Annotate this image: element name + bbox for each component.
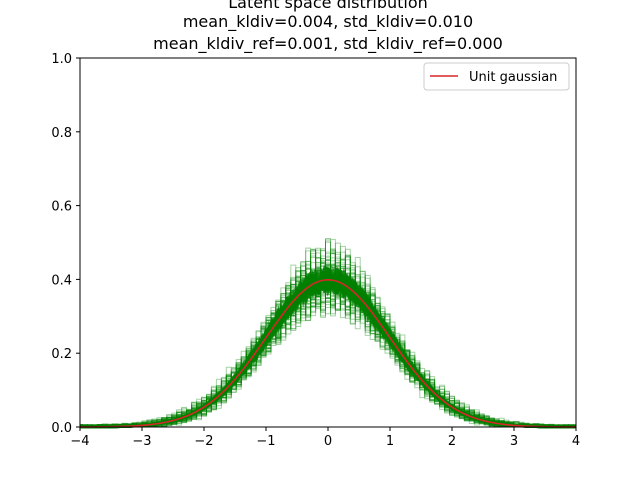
x-tick-label: 2: [448, 434, 456, 449]
histogram-trace: [80, 283, 576, 428]
title-line-2: mean_kldiv=0.004, std_kldiv=0.010: [183, 12, 473, 32]
histogram-band: [79, 271, 576, 429]
histogram-trace: [80, 276, 576, 428]
legend-box: [423, 62, 570, 91]
histogram-band: [80, 270, 577, 429]
histogram-trace: [80, 238, 576, 428]
y-tick-label: 0.2: [51, 347, 72, 362]
y-tick-label: 0.0: [51, 421, 72, 436]
x-tick-label: 4: [572, 434, 580, 449]
x-tick-label: 3: [510, 434, 518, 449]
x-tick-label: 0: [324, 434, 332, 449]
histogram-trace: [80, 268, 576, 428]
histogram-trace: [80, 251, 576, 428]
y-tick-label: 1.0: [51, 52, 72, 67]
y-tick-label: 0.8: [51, 126, 72, 141]
histogram-trace: [80, 273, 576, 428]
y-tick-label: 0.4: [51, 273, 72, 288]
histogram-trace: [80, 293, 576, 428]
histogram-band: [80, 270, 577, 429]
histogram-group: [79, 238, 577, 429]
title-line-1: Latent space distribution: [228, 0, 428, 12]
histogram-trace: [80, 284, 576, 428]
series-lines: [79, 278, 577, 428]
histogram-band: [79, 268, 576, 429]
legend: Unit gaussian: [423, 62, 570, 91]
histogram-band: [79, 270, 577, 429]
legend-entry-label: Unit gaussian: [469, 70, 557, 85]
x-tick-label: −3: [132, 434, 151, 449]
chart-title: Latent space distributionmean_kldiv=0.00…: [153, 0, 503, 54]
series-line-unit-gaussian: [79, 278, 577, 428]
y-axis: 0.0 0.2 0.4 0.6 0.8 1.0: [51, 52, 80, 436]
title-line-3: mean_kldiv_ref=0.001, std_kldiv_ref=0.00…: [153, 34, 503, 54]
histogram-trace: [80, 276, 576, 428]
histogram-trace: [80, 273, 576, 428]
x-axis: −4 −3 −2 −1 0 1 2 3 4: [70, 427, 580, 449]
x-tick-label: 1: [386, 434, 394, 449]
y-tick-label: 0.6: [51, 200, 72, 215]
x-tick-label: −2: [194, 434, 213, 449]
x-tick-label: −4: [70, 434, 89, 449]
histogram-trace: [80, 273, 576, 428]
x-tick-label: −1: [256, 434, 275, 449]
histogram-band: [79, 267, 576, 429]
histogram-trace: [80, 273, 576, 428]
histogram-trace: [80, 271, 576, 428]
histogram-trace: [80, 240, 576, 428]
